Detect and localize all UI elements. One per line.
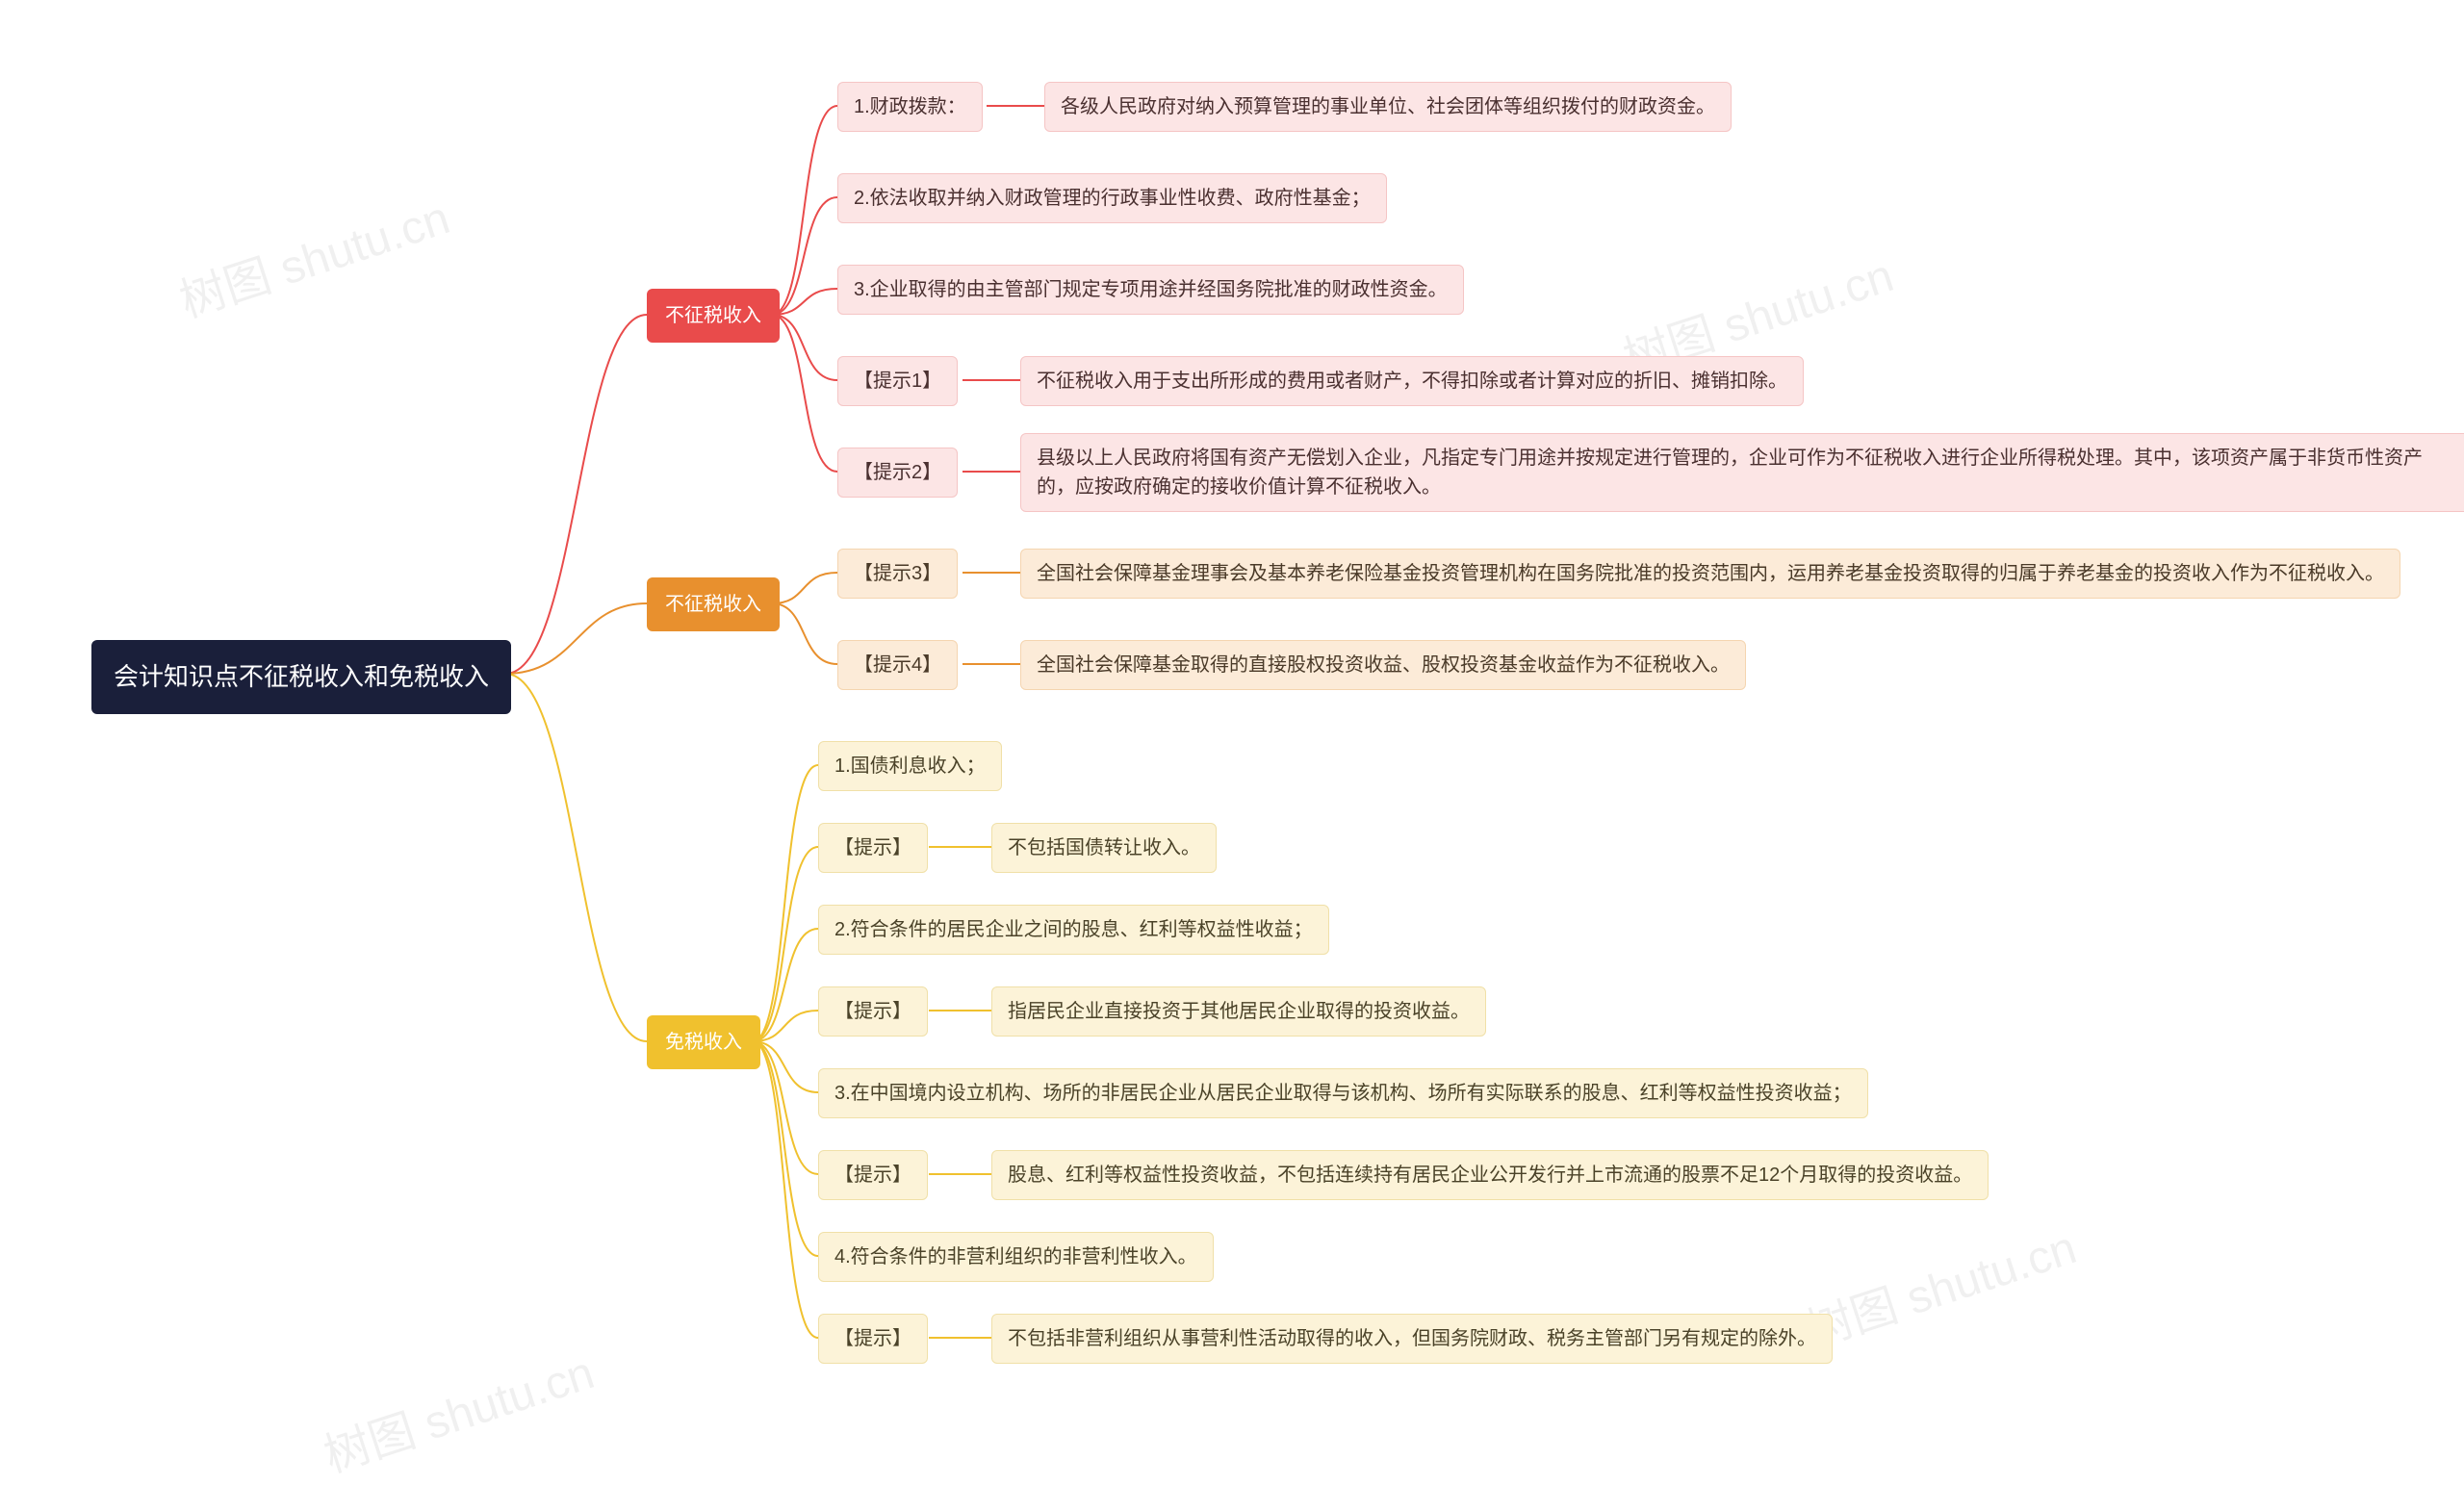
leaf-c7[interactable]: 【提示4】: [837, 640, 958, 690]
branch-taxfree[interactable]: 免税收入: [647, 1015, 760, 1069]
leaf-c11[interactable]: 【提示】: [818, 986, 928, 1037]
leaf-c15[interactable]: 【提示】: [818, 1314, 928, 1364]
watermark: 树图 shutu.cn: [314, 1335, 601, 1485]
branch-nontax-2[interactable]: 不征税收入: [647, 577, 780, 631]
leaf-c1[interactable]: 1.财政拨款：: [837, 82, 983, 132]
leaf-d7[interactable]: 全国社会保障基金取得的直接股权投资收益、股权投资基金收益作为不征税收入。: [1020, 640, 1746, 690]
leaf-d9[interactable]: 不包括国债转让收入。: [991, 823, 1217, 873]
leaf-c4[interactable]: 【提示1】: [837, 356, 958, 406]
leaf-c3[interactable]: 3.企业取得的由主管部门规定专项用途并经国务院批准的财政性资金。: [837, 265, 1464, 315]
leaf-c8[interactable]: 1.国债利息收入；: [818, 741, 1002, 791]
leaf-d6[interactable]: 全国社会保障基金理事会及基本养老保险基金投资管理机构在国务院批准的投资范围内，运…: [1020, 549, 2400, 599]
leaf-d11[interactable]: 指居民企业直接投资于其他居民企业取得的投资收益。: [991, 986, 1486, 1037]
leaf-c2[interactable]: 2.依法收取并纳入财政管理的行政事业性收费、政府性基金；: [837, 173, 1387, 223]
leaf-c14[interactable]: 4.符合条件的非营利组织的非营利性收入。: [818, 1232, 1214, 1282]
leaf-c9[interactable]: 【提示】: [818, 823, 928, 873]
leaf-c10[interactable]: 2.符合条件的居民企业之间的股息、红利等权益性收益；: [818, 905, 1329, 955]
branch-nontax-1[interactable]: 不征税收入: [647, 289, 780, 343]
leaf-d1[interactable]: 各级人民政府对纳入预算管理的事业单位、社会团体等组织拨付的财政资金。: [1044, 82, 1732, 132]
leaf-c13[interactable]: 【提示】: [818, 1150, 928, 1200]
watermark: 树图 shutu.cn: [169, 180, 456, 330]
leaf-c12[interactable]: 3.在中国境内设立机构、场所的非居民企业从居民企业取得与该机构、场所有实际联系的…: [818, 1068, 1868, 1118]
leaf-d13[interactable]: 股息、红利等权益性投资收益，不包括连续持有居民企业公开发行并上市流通的股票不足1…: [991, 1150, 1989, 1200]
leaf-c5[interactable]: 【提示2】: [837, 448, 958, 498]
root-node[interactable]: 会计知识点不征税收入和免税收入: [91, 640, 511, 714]
leaf-d5[interactable]: 县级以上人民政府将国有资产无偿划入企业，凡指定专门用途并按规定进行管理的，企业可…: [1020, 433, 2464, 512]
watermark: 树图 shutu.cn: [1796, 1210, 2083, 1360]
leaf-d4[interactable]: 不征税收入用于支出所形成的费用或者财产，不得扣除或者计算对应的折旧、摊销扣除。: [1020, 356, 1804, 406]
leaf-c6[interactable]: 【提示3】: [837, 549, 958, 599]
leaf-d15[interactable]: 不包括非营利组织从事营利性活动取得的收入，但国务院财政、税务主管部门另有规定的除…: [991, 1314, 1833, 1364]
